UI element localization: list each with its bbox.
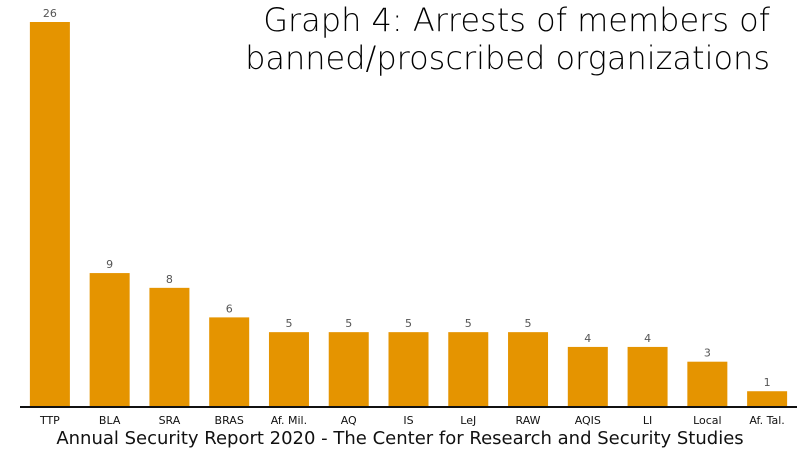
data-labels-group: 26 9 8 6 5 5 5 5 5 4 4 3 1 xyxy=(43,7,771,389)
data-label: 6 xyxy=(226,302,233,315)
x-tick-label: BLA xyxy=(99,414,121,427)
bar-af-mil xyxy=(268,332,309,406)
x-tick-label: Af. Tal. xyxy=(749,414,784,427)
x-tick-label: IS xyxy=(403,414,413,427)
bar-bras xyxy=(209,317,250,406)
x-tick-label: LeJ xyxy=(460,414,476,427)
bar-sra xyxy=(149,287,190,406)
data-label: 4 xyxy=(584,332,591,345)
data-label: 1 xyxy=(764,376,771,389)
x-tick-label: LI xyxy=(643,414,652,427)
x-tick-label: BRAS xyxy=(215,414,244,427)
x-tick-label: TTP xyxy=(39,414,60,427)
data-label: 4 xyxy=(644,332,651,345)
bar-af-tal xyxy=(747,391,788,406)
bar-local xyxy=(687,361,728,406)
footer-source: Annual Security Report 2020 - The Center… xyxy=(56,428,744,449)
bar-bla xyxy=(89,273,130,406)
bar-ttp xyxy=(29,22,70,406)
bar-raw xyxy=(508,332,549,406)
chart-title-line-1: Graph 4: Arrests of members of xyxy=(263,1,770,39)
x-tick-label: AQ xyxy=(341,414,357,427)
x-tick-label: SRA xyxy=(159,414,181,427)
data-label: 5 xyxy=(285,317,292,330)
data-label: 5 xyxy=(345,317,352,330)
x-tick-labels-group: TTP BLA SRA BRAS Af. Mil. AQ IS LeJ RAW AQIS LI Loc… xyxy=(39,414,785,427)
bar-li xyxy=(627,346,668,406)
data-label: 5 xyxy=(465,317,472,330)
data-label: 5 xyxy=(405,317,412,330)
data-label: 9 xyxy=(106,258,113,271)
bar-aq xyxy=(328,332,369,406)
data-label: 26 xyxy=(43,7,57,20)
bar-aqis xyxy=(567,346,608,406)
x-tick-label: RAW xyxy=(516,414,541,427)
x-tick-label: Af. Mil. xyxy=(271,414,307,427)
data-label: 5 xyxy=(525,317,532,330)
x-tick-label: AQIS xyxy=(575,414,601,427)
bars-group xyxy=(29,22,788,406)
data-label: 3 xyxy=(704,347,711,360)
bar-is xyxy=(388,332,429,406)
bar-lej xyxy=(448,332,489,406)
x-tick-label: Local xyxy=(693,414,722,427)
chart-title-line-2: banned/proscribed organizations xyxy=(245,39,770,77)
data-label: 8 xyxy=(166,273,173,286)
